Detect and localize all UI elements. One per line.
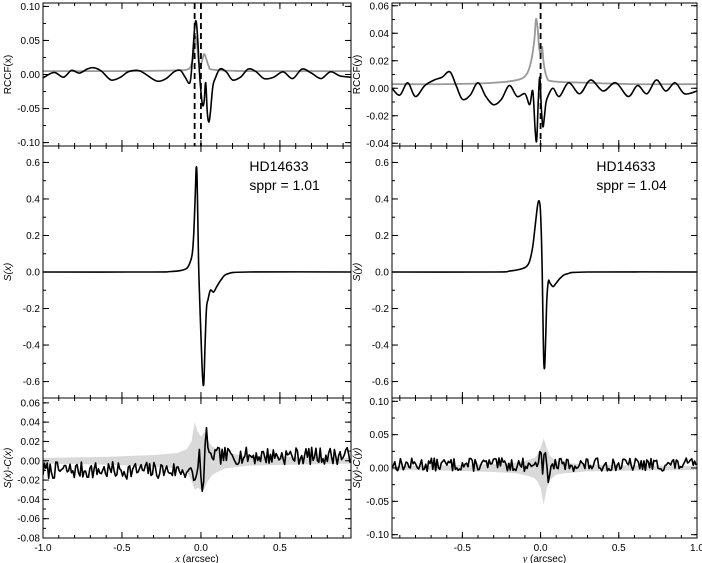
series-line (43, 166, 351, 387)
sppr-value: sppr = 1.01 (249, 177, 320, 193)
panel-frame (42, 397, 352, 539)
x-axis-label: x (arcsec) (174, 554, 218, 563)
y-tick-label: 0.00 (370, 84, 390, 95)
y-tick-label: 0.06 (21, 398, 41, 409)
panel-frame (391, 2, 698, 147)
y-tick-label: 0.00 (21, 456, 41, 467)
y-tick-label: -0.06 (17, 514, 40, 525)
plot-area (392, 199, 697, 370)
y-tick-label: -0.4 (23, 341, 41, 352)
plot-area (43, 166, 351, 387)
y-tick-label: -0.2 (23, 304, 41, 315)
plot-area (43, 3, 351, 146)
y-tick-label: -0.08 (17, 534, 40, 545)
y-tick-label: -0.04 (17, 495, 40, 506)
y-tick-label: 0.05 (21, 36, 41, 47)
y-tick-label: 0.0 (375, 268, 389, 279)
panel-s-x: -0.6 -0.4 -0.2 0.0 0.2 0.4 0.6 S(x) HD14633 sppr … (3, 145, 352, 399)
panel-s-y: -0.6 -0.4 -0.2 0.0 0.2 0.4 0.6 S(y) HD14633 sppr … (352, 145, 698, 399)
y-tick-label: 0.6 (375, 158, 389, 169)
y-tick-label: 0.2 (375, 231, 389, 242)
y-tick-label: 0.6 (26, 158, 40, 169)
band (392, 438, 697, 505)
y-tick-label: -0.05 (17, 104, 40, 115)
series-line (392, 18, 697, 86)
panel-rccf-y: -0.04 -0.02 0.00 0.02 0.04 0.06 RCCF(y) (352, 1, 698, 150)
y-tick-label: -0.10 (17, 138, 40, 149)
y-axis-label: RCCF(x) (3, 55, 14, 94)
y-tick-label: 0.02 (370, 56, 390, 67)
panel-resid-y: -0.10 -0.05 0.00 0.05 0.10 S(y)-C(y) (352, 397, 698, 541)
y-tick-label: 0.10 (21, 2, 41, 13)
sppr-value: sppr = 1.04 (596, 177, 667, 193)
plot-area (392, 3, 697, 146)
x-tick-label: 0.0 (194, 543, 208, 554)
series-line (43, 35, 351, 73)
y-tick-label: -0.6 (372, 377, 390, 388)
y-axis-label: S(x)-C(x) (3, 448, 14, 489)
plot-area (43, 422, 351, 493)
y-tick-label: -0.02 (17, 476, 40, 487)
y-tick-label: -0.6 (23, 377, 41, 388)
y-tick-label: 0.02 (21, 437, 41, 448)
star-name: HD14633 (249, 158, 308, 174)
series-line (43, 19, 351, 123)
y-tick-label: 0.0 (26, 268, 40, 279)
y-axis-label: RCCF(y) (352, 55, 363, 94)
column-x: -0.10-0.050.000.050.10RCCF(x)-0.6-0.4-0.… (3, 2, 352, 563)
x-tick-label: 0.5 (612, 543, 626, 554)
y-tick-label: 0.00 (370, 464, 390, 475)
x-tick-label: -0.5 (113, 543, 131, 554)
x-tick-label: 1.0 (690, 543, 702, 554)
y-tick-label: -0.02 (366, 111, 389, 122)
y-tick-label: 0.04 (370, 29, 390, 40)
y-axis-label: S(y) (352, 263, 363, 281)
star-name: HD14633 (596, 158, 655, 174)
y-tick-label: 0.10 (370, 397, 390, 408)
series-line (392, 199, 697, 370)
y-axis-label: S(x) (3, 263, 14, 281)
x-tick-label: 0.5 (273, 543, 287, 554)
y-tick-label: -0.4 (372, 341, 390, 352)
series-line (392, 450, 697, 484)
x-tick-label: -1.0 (34, 543, 52, 554)
y-tick-label: 0.4 (26, 194, 40, 205)
panel-resid-x: -0.08 -0.06 -0.04 -0.02 0.00 0.02 0.04 0.06 S(x)… (3, 397, 352, 545)
x-tick-label: 0.0 (534, 543, 548, 554)
y-tick-label: -0.04 (366, 139, 389, 150)
x-tick-label: -0.5 (454, 543, 472, 554)
y-tick-label: -0.2 (372, 304, 390, 315)
y-tick-label: 0.06 (370, 1, 390, 12)
panel-rccf-x: -0.10 -0.05 0.00 0.05 0.10 RCCF(x) (3, 2, 352, 149)
column-y: -0.04-0.020.000.020.040.06RCCF(y)-0.6-0.… (352, 1, 702, 563)
y-axis-label: S(y)-C(y) (352, 448, 363, 489)
band (43, 422, 351, 490)
y-tick-label: 0.05 (370, 430, 390, 441)
x-axis-label: y (arcsec) (522, 554, 566, 563)
y-tick-label: -0.05 (366, 497, 389, 508)
y-tick-label: 0.4 (375, 194, 389, 205)
plot-area (392, 438, 697, 505)
y-tick-label: 0.04 (21, 418, 41, 429)
series-line (43, 426, 351, 493)
series-line (392, 70, 697, 143)
y-tick-label: 0.00 (21, 70, 41, 81)
y-tick-label: -0.10 (366, 530, 389, 541)
y-tick-label: 0.2 (26, 231, 40, 242)
